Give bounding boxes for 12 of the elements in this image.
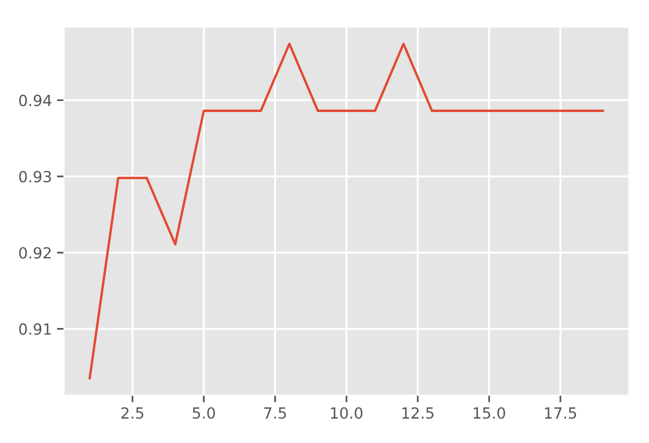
x-tick-label: 5.0 [192,407,215,419]
y-tick-label: 0.93 [19,170,51,182]
y-tick-label: 0.92 [19,247,51,259]
y-tick-label: 0.91 [19,323,51,335]
y-tick-label: 0.94 [19,94,52,106]
x-tick-label: 15.0 [474,407,506,419]
x-tick-label: 17.5 [545,407,576,419]
x-tick-label: 12.5 [402,407,434,419]
x-tick-label: 2.5 [121,407,144,419]
line-series [88,42,604,380]
x-tick-label: 7.5 [264,407,286,419]
x-tick-label: 10.0 [331,407,362,419]
